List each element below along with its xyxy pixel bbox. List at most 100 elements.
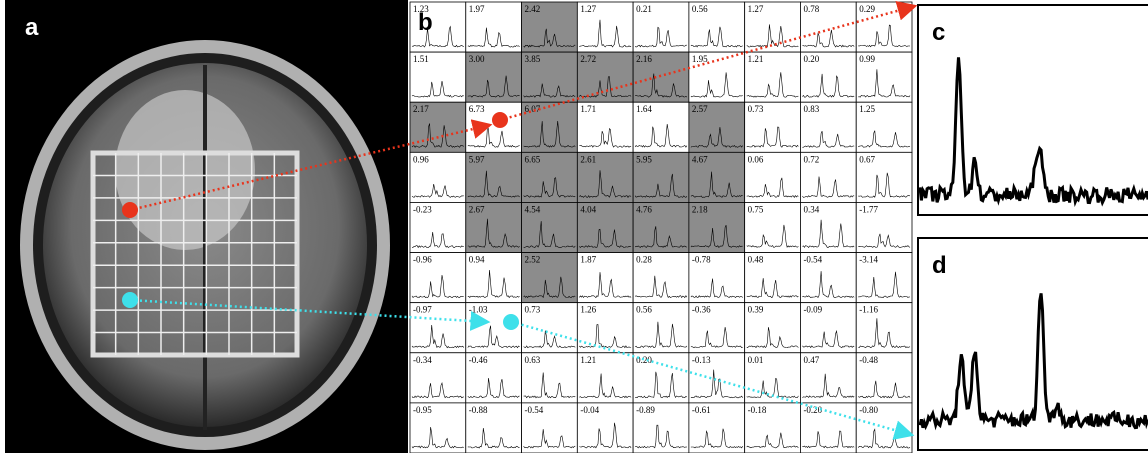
voxel-spectrum [579,228,632,248]
voxel-value: 0.73 [525,305,541,315]
voxel-spectrum [635,73,688,98]
voxel-cell [409,402,467,453]
voxel-spectrum [467,427,520,449]
voxel-spectrum [635,424,687,449]
voxel-cell [576,252,634,304]
panel-a: a [5,0,408,453]
voxel-cell [688,252,746,304]
voxel-value: 2.72 [580,54,596,64]
spectrum [918,293,1148,431]
voxel-value: 0.39 [748,305,764,315]
voxel-cell [632,352,690,404]
voxel-cell [632,101,690,153]
voxel-value: -0.04 [580,405,599,415]
voxel-value: 4.04 [580,204,596,214]
voxel-value: -3.14 [859,255,878,265]
voxel-spectrum [858,172,911,198]
voxel-value: -0.18 [748,405,767,415]
voxel-spectrum [690,369,743,399]
voxel-value: 1.87 [580,255,596,265]
voxel-value: -0.54 [803,255,822,265]
voxel-cell [855,352,913,404]
voxel-cell [855,101,913,153]
arrows [122,0,918,440]
voxel-spectrum [690,127,743,148]
voxel-cell [632,51,690,103]
voxel-spectrum [802,29,855,48]
voxel-spectrum [523,120,576,148]
voxel-value: -0.23 [413,204,432,214]
voxel-spectrum [746,24,799,48]
voxel-spectrum [523,429,576,449]
voxel-spectrum [634,226,687,248]
panel-label: c [932,19,945,46]
voxel-spectrum [411,427,464,449]
panel-c: c [917,4,1148,216]
voxel-spectrum [746,126,799,148]
voxel-spectrum [579,19,632,48]
voxel-spectrum [690,428,743,449]
voxel-cell [465,352,522,404]
voxel-value: 6.73 [469,104,485,114]
voxel-value: 4.76 [636,204,652,214]
voxel-cell [521,352,578,404]
voxel-value: -1.03 [469,305,488,315]
voxel-value: 1.95 [692,54,708,64]
voxel-value: 0.47 [803,355,819,365]
voxel-spectrum [467,218,520,248]
voxel-spectrum [802,271,855,299]
panel-label: b [418,9,433,36]
spectrum [918,57,1148,207]
voxel-cell [688,151,746,203]
voxel-grid [90,150,300,358]
voxel-value: -0.88 [469,405,488,415]
voxel-cell [632,1,690,53]
voxel-cell [521,402,578,453]
voxel-value: -0.36 [692,305,711,315]
voxel-value: 0.28 [636,255,652,265]
voxel-cell [688,202,746,253]
voxel-cell [409,51,467,103]
voxel-spectrum [690,26,743,48]
voxel-value: 0.83 [803,104,819,114]
voxel-spectrum [858,130,911,148]
voxel-value: -0.54 [525,405,544,415]
voxel-cell [744,252,801,304]
voxel-spectrum [467,75,520,98]
voxel-cell [576,302,634,354]
voxel-spectrum [634,26,687,48]
voxel-value: 0.72 [803,154,819,164]
voxel-value: -1.77 [859,204,878,214]
voxel-spectrum [467,325,520,349]
voxel-value: -0.80 [859,405,878,415]
voxel-value: -0.13 [692,355,711,365]
voxel-value: 0.78 [803,4,819,14]
voxel-spectrum [858,233,911,248]
voxel-value: 0.75 [748,204,764,214]
voxel-value: 6.65 [525,154,541,164]
voxel-value: 2.18 [692,204,708,214]
voxel-value: -0.48 [859,355,878,365]
voxel-cell [688,101,746,153]
voxel-marker [122,292,138,308]
voxel-spectrum [411,381,464,399]
voxel-spectrum [411,274,464,298]
voxel-spectrum [802,219,855,248]
voxel-value: 2.16 [636,54,652,64]
voxel-spectrum [579,272,632,299]
voxel-value: 0.94 [469,255,485,265]
voxel-cell [855,252,913,304]
voxel-value: 1.25 [859,104,875,114]
lesion [115,90,255,250]
voxel-cell [632,202,690,253]
voxel-spectrum [746,72,799,98]
voxel-value: 0.20 [803,54,819,64]
voxel-spectrum [858,271,911,298]
voxel-spectrum [690,224,743,248]
voxel-spectrum [467,170,520,198]
voxel-spectrum [802,329,855,349]
voxel-spectrum [523,28,576,48]
voxel-value: 5.97 [469,154,485,164]
